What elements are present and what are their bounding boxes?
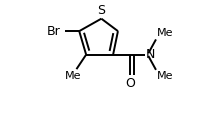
Text: Me: Me [65,70,81,80]
Text: S: S [97,4,105,17]
Text: O: O [126,77,135,90]
Text: Me: Me [157,28,173,38]
Text: Me: Me [157,71,173,81]
Text: N: N [146,48,155,61]
Text: Br: Br [47,25,61,38]
